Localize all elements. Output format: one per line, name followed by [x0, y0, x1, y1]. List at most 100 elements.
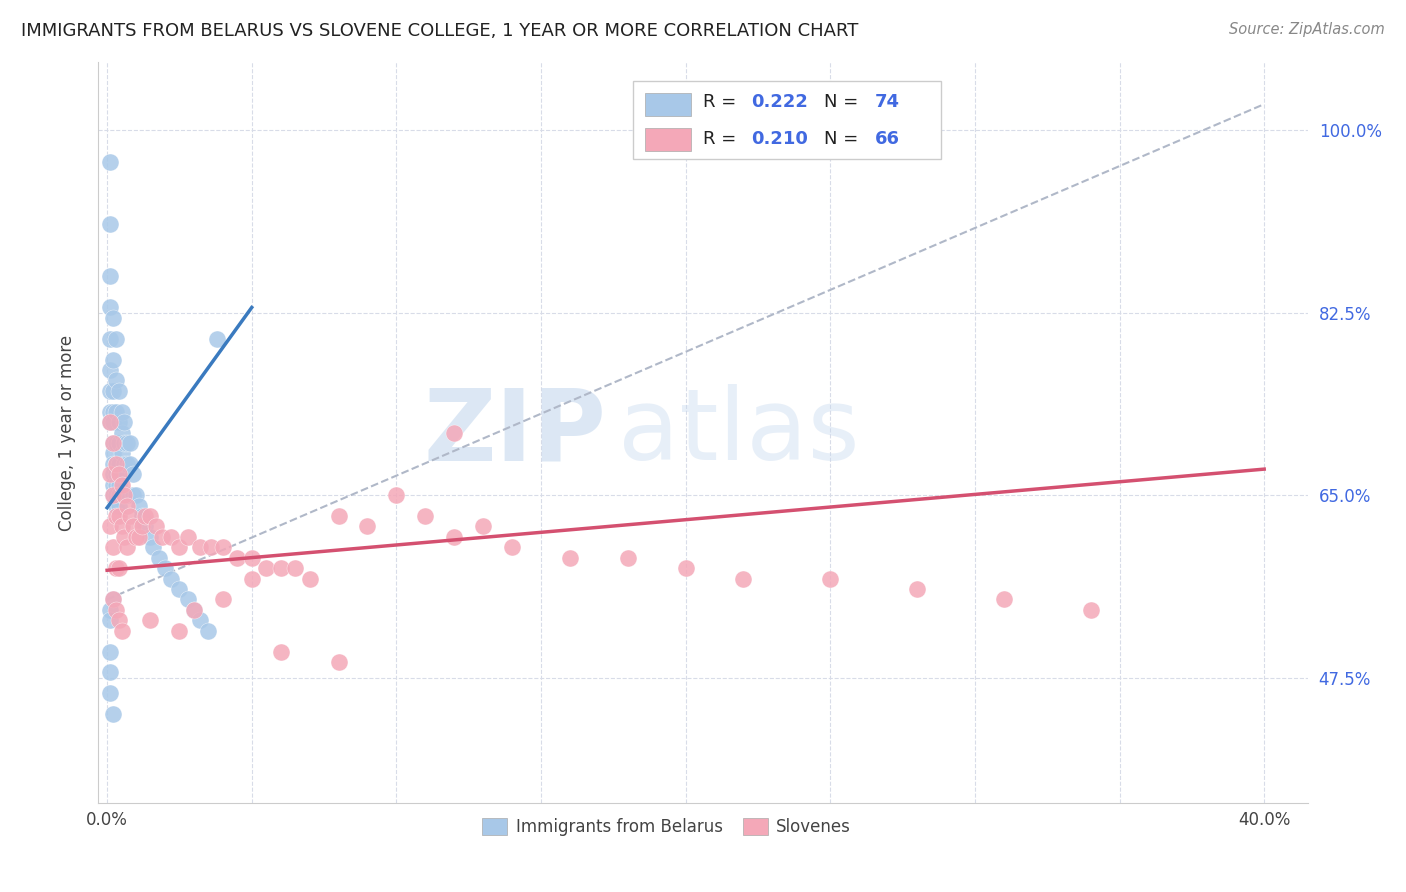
Legend: Immigrants from Belarus, Slovenes: Immigrants from Belarus, Slovenes: [475, 811, 858, 843]
Point: [128, 499, 150, 513]
Point: [139, 509, 162, 524]
Point: [211, 541, 233, 555]
Point: [385, 488, 408, 502]
Point: [98, 154, 121, 169]
Point: [98, 613, 121, 627]
Point: [107, 509, 129, 524]
Point: [328, 655, 350, 669]
Point: [104, 457, 127, 471]
Point: [107, 488, 129, 502]
Point: [150, 530, 173, 544]
Point: [443, 425, 465, 440]
Point: [104, 488, 127, 502]
Point: [356, 519, 378, 533]
Point: [114, 530, 136, 544]
Point: [104, 477, 127, 491]
Point: [101, 436, 124, 450]
Point: [240, 572, 263, 586]
Point: [101, 405, 124, 419]
Y-axis label: College, 1 year or more: College, 1 year or more: [58, 334, 76, 531]
Point: [177, 530, 200, 544]
Point: [443, 530, 465, 544]
Point: [820, 572, 842, 586]
Point: [98, 332, 121, 346]
Point: [110, 624, 132, 638]
Point: [128, 530, 150, 544]
Point: [98, 363, 121, 377]
Point: [104, 509, 127, 524]
Point: [101, 541, 124, 555]
Point: [107, 467, 129, 482]
Point: [110, 405, 132, 419]
Point: [101, 707, 124, 722]
Text: 0.222: 0.222: [751, 93, 808, 111]
Point: [472, 519, 495, 533]
Point: [114, 457, 136, 471]
Point: [110, 425, 132, 440]
Point: [169, 624, 191, 638]
Point: [104, 457, 127, 471]
Point: [284, 561, 307, 575]
Point: [205, 332, 228, 346]
Point: [153, 561, 176, 575]
Point: [558, 550, 581, 565]
Point: [104, 374, 127, 388]
Point: [254, 561, 277, 575]
Text: N =: N =: [824, 93, 863, 111]
Point: [122, 519, 145, 533]
Point: [142, 541, 165, 555]
Point: [110, 488, 132, 502]
Point: [114, 488, 136, 502]
Point: [125, 530, 148, 544]
Point: [145, 519, 167, 533]
Point: [200, 541, 222, 555]
Point: [107, 436, 129, 450]
Point: [131, 519, 153, 533]
Point: [98, 384, 121, 398]
Point: [107, 384, 129, 398]
Point: [270, 644, 292, 658]
Point: [110, 519, 132, 533]
Point: [183, 603, 205, 617]
Point: [107, 561, 129, 575]
Point: [139, 530, 162, 544]
Point: [98, 519, 121, 533]
Point: [101, 415, 124, 429]
Point: [107, 477, 129, 491]
Point: [122, 467, 145, 482]
Point: [117, 488, 139, 502]
FancyBboxPatch shape: [645, 93, 690, 117]
Point: [159, 572, 181, 586]
Point: [98, 415, 121, 429]
Text: 0.210: 0.210: [751, 129, 808, 148]
Point: [120, 436, 142, 450]
Text: 74: 74: [875, 93, 900, 111]
Point: [107, 457, 129, 471]
Point: [159, 530, 181, 544]
Point: [110, 477, 132, 491]
Point: [211, 592, 233, 607]
Point: [188, 613, 211, 627]
Point: [98, 603, 121, 617]
Point: [117, 436, 139, 450]
Point: [101, 352, 124, 367]
Point: [120, 509, 142, 524]
Point: [905, 582, 928, 596]
Point: [104, 467, 127, 482]
Point: [148, 550, 170, 565]
Point: [101, 488, 124, 502]
Point: [107, 499, 129, 513]
Point: [120, 457, 142, 471]
Point: [101, 488, 124, 502]
Point: [240, 550, 263, 565]
Point: [501, 541, 523, 555]
Point: [104, 332, 127, 346]
Point: [101, 592, 124, 607]
Point: [328, 509, 350, 524]
Text: 66: 66: [875, 129, 900, 148]
Point: [101, 310, 124, 325]
Point: [107, 613, 129, 627]
Point: [98, 467, 121, 482]
Point: [104, 436, 127, 450]
Point: [104, 561, 127, 575]
